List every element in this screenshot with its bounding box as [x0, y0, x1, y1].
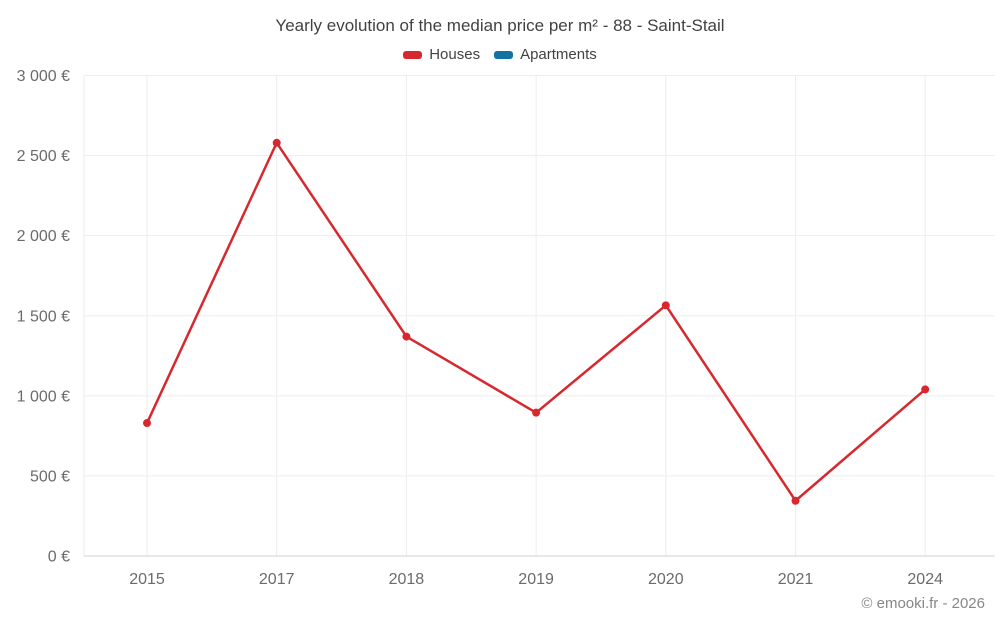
houses-swatch-icon [403, 50, 423, 59]
houses-data-point[interactable] [791, 496, 800, 505]
x-axis-tick-label: 2018 [389, 571, 425, 588]
y-axis-tick-label: 1 000 € [17, 388, 70, 405]
y-axis-tick-label: 2 500 € [17, 148, 70, 165]
x-axis-tick-label: 2020 [648, 571, 684, 588]
y-axis-tick-label: 2 000 € [17, 228, 70, 245]
houses-data-point[interactable] [532, 408, 541, 417]
legend-item-houses[interactable]: Houses [403, 46, 480, 63]
houses-data-point[interactable] [272, 138, 281, 147]
chart-title: Yearly evolution of the median price per… [275, 16, 725, 35]
houses-data-point[interactable] [143, 419, 151, 428]
apartments-swatch-icon [494, 50, 514, 59]
copyright-footer: © emooki.fr - 2026 [861, 595, 985, 612]
houses-data-point[interactable] [402, 332, 411, 341]
x-axis-tick-label: 2019 [518, 571, 554, 588]
y-axis-tick-label: 0 € [48, 549, 70, 566]
x-axis-tick-label: 2024 [907, 571, 943, 588]
houses-data-point[interactable] [921, 385, 930, 394]
y-axis-tick-label: 1 500 € [17, 308, 70, 325]
legend-label-apartments: Apartments [520, 46, 597, 63]
x-axis-tick-label: 2015 [129, 571, 165, 588]
y-axis-tick-label: 500 € [30, 468, 70, 485]
chart-legend: Houses Apartments [0, 46, 1000, 63]
y-axis-tick-label: 3 000 € [17, 68, 70, 85]
legend-label-houses: Houses [429, 46, 481, 63]
x-axis-tick-label: 2017 [259, 571, 295, 588]
houses-data-point[interactable] [661, 301, 670, 310]
x-axis-tick-label: 2021 [778, 571, 814, 588]
legend-item-apartments[interactable]: Apartments [494, 46, 597, 63]
